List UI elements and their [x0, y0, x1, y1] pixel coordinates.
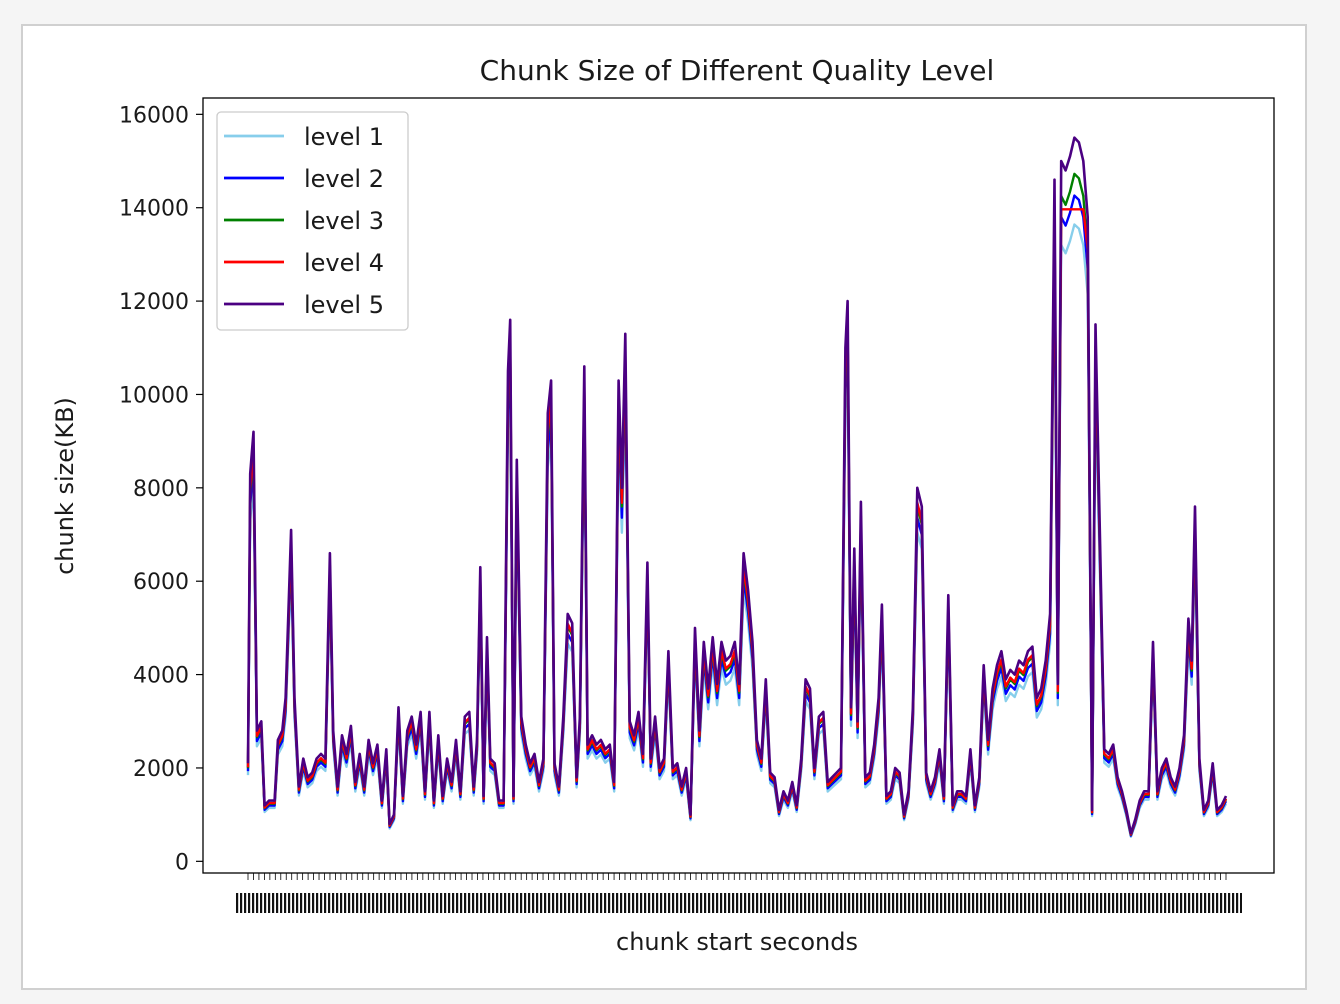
y-tick-label: 10000 — [119, 383, 189, 408]
y-tick-label: 8000 — [133, 477, 189, 502]
chart-title: Chunk Size of Different Quality Level — [480, 54, 995, 87]
legend-label: level 1 — [304, 123, 384, 151]
y-ticks: 0 2000 4000 6000 8000 10000 12000 14000 16000 — [119, 103, 203, 875]
x-tick-labels-overlap — [236, 893, 1242, 913]
legend-label: level 3 — [304, 207, 384, 235]
y-tick-label: 6000 — [133, 570, 189, 595]
y-tick-label: 16000 — [119, 103, 189, 128]
y-tick-label: 12000 — [119, 290, 189, 315]
legend-label: level 2 — [304, 165, 384, 193]
legend: level 1 level 2 level 3 level 4 level 5 — [216, 111, 409, 331]
y-tick-label: 4000 — [133, 664, 189, 689]
y-tick-label: 0 — [175, 850, 189, 875]
x-ticks — [236, 873, 1242, 913]
legend-label: level 4 — [304, 249, 384, 277]
series-line-level-5 — [246, 136, 1228, 835]
axes-frame — [202, 97, 1275, 874]
legend-box — [216, 111, 409, 331]
y-tick-label: 2000 — [133, 757, 189, 782]
y-axis-label: chunk size(KB) — [51, 397, 79, 575]
x-axis-label: chunk start seconds — [616, 928, 858, 956]
legend-label: level 5 — [304, 291, 384, 319]
y-tick-label: 14000 — [119, 197, 189, 222]
plot-lines — [246, 136, 1228, 838]
